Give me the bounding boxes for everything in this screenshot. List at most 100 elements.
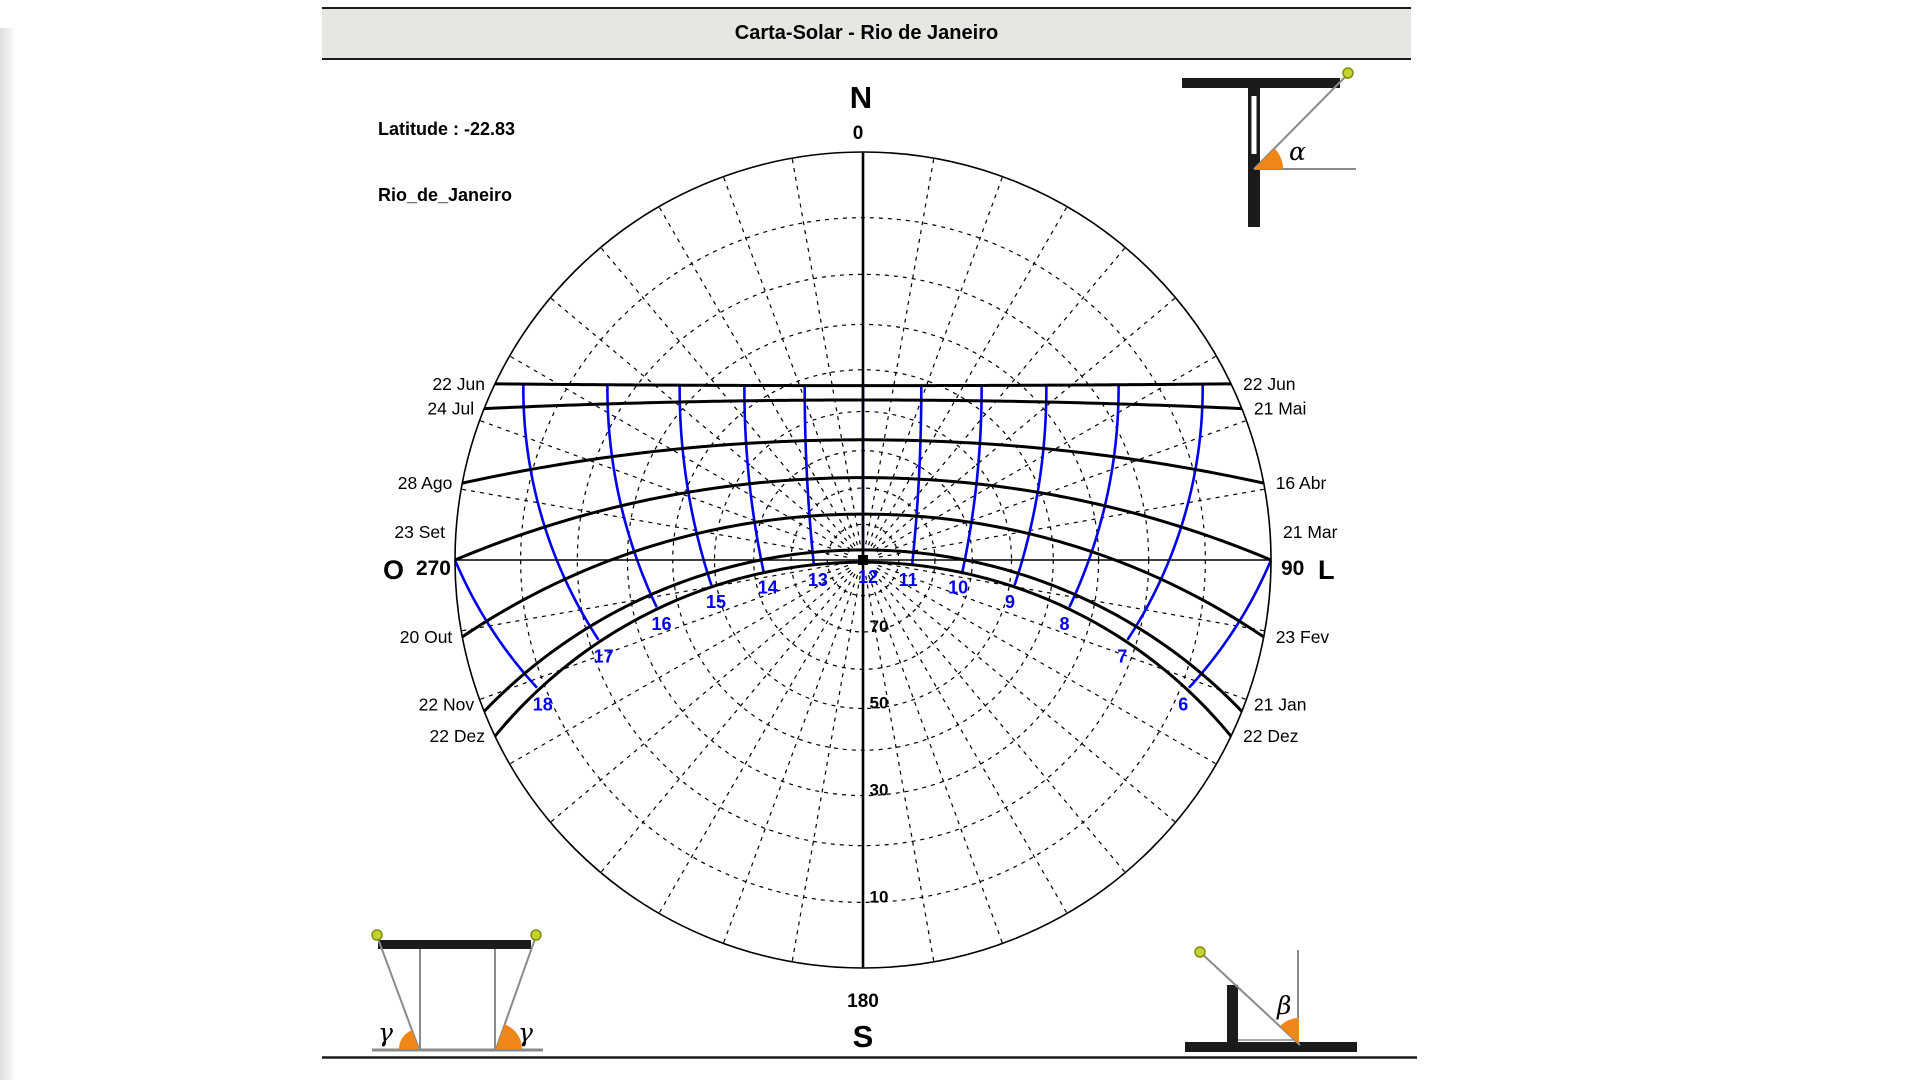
compass-west-label: O: [383, 555, 404, 585]
azimuth-line-240: [509, 567, 850, 765]
azimuth-line-340: [722, 176, 859, 546]
date-label-left: 22 Nov: [419, 694, 475, 714]
azimuth-line-150: [870, 573, 1068, 914]
azimuth-line-330: [658, 206, 856, 547]
altitude-label-70: 70: [870, 617, 889, 636]
hour-line-14: [743, 385, 765, 572]
hour-label-15: 15: [706, 592, 726, 612]
date-label-left: 23 Set: [394, 522, 445, 542]
azimuth-line-280: [461, 488, 848, 558]
alpha-wall-slit: [1251, 96, 1257, 154]
azimuth-label-north: 0: [853, 123, 864, 144]
gamma-left-angle-wedge: [399, 1030, 419, 1049]
beta-angle-wedge: [1279, 1018, 1299, 1044]
azimuth-line-60: [876, 355, 1217, 553]
alpha-sun-icon: [1342, 67, 1354, 79]
date-label-left: 28 Ago: [398, 473, 453, 493]
hour-line-11: [911, 385, 923, 564]
azimuth-line-140: [872, 571, 1126, 873]
hour-label-7: 7: [1117, 647, 1127, 667]
hour-label-13: 13: [808, 570, 828, 590]
azimuth-line-70: [877, 419, 1247, 556]
azimuth-line-260: [461, 562, 848, 632]
gamma-right-sun-ray: [495, 935, 537, 1050]
azimuth-line-350: [791, 158, 861, 545]
azimuth-line-10: [865, 158, 935, 545]
hour-label-6: 6: [1178, 695, 1188, 715]
altitude-label-10: 10: [870, 887, 889, 906]
alpha-wall-bar: [1248, 82, 1260, 227]
azimuth-label-west: 270: [416, 557, 451, 580]
gamma-right-sun-icon: [530, 929, 542, 941]
hour-line-10: [961, 385, 983, 572]
hour-label-18: 18: [533, 695, 553, 715]
date-label-right: 16 Abr: [1276, 473, 1327, 493]
azimuth-line-190: [791, 575, 861, 962]
azimuth-line-30: [870, 206, 1068, 547]
azimuth-line-100: [878, 562, 1265, 632]
azimuth-line-300: [509, 355, 850, 553]
azimuth-line-210: [658, 573, 856, 914]
altitude-label-50: 50: [870, 694, 889, 713]
azimuth-line-110: [877, 564, 1247, 701]
hour-label-11: 11: [899, 570, 918, 590]
gamma-left-sun-icon: [371, 929, 383, 941]
hour-line-9: [1013, 385, 1048, 586]
hour-label-8: 8: [1059, 614, 1069, 634]
azimuth-line-250: [479, 564, 849, 701]
hour-line-15: [678, 385, 713, 586]
alpha-symbol-label: α: [1289, 137, 1306, 166]
location-name: Rio_de_Janeiro: [378, 185, 513, 205]
azimuth-line-50: [874, 297, 1176, 551]
azimuth-line-310: [550, 297, 852, 551]
date-line-23Set: [454, 476, 1272, 562]
azimuth-line-200: [722, 574, 859, 944]
hour-label-17: 17: [594, 647, 614, 667]
azimuth-line-120: [876, 567, 1217, 765]
alpha-overhang-bar: [1182, 78, 1340, 88]
hour-label-9: 9: [1005, 592, 1015, 612]
date-label-right: 22 Dez: [1243, 726, 1298, 746]
date-line-22Nov: [483, 548, 1243, 713]
hour-line-18: [453, 559, 539, 689]
date-line-20Out: [461, 512, 1265, 639]
hour-line-6: [1187, 559, 1273, 689]
beta-fin-bar: [1227, 985, 1238, 1042]
compass-south-label: S: [853, 1019, 874, 1054]
azimuth-line-80: [878, 488, 1265, 558]
title-bar: Carta-Solar - Rio de Janeiro: [322, 7, 1411, 60]
azimuth-line-320: [600, 247, 854, 549]
hour-label-16: 16: [651, 614, 671, 634]
gamma-shade-bar: [378, 940, 531, 949]
beta-sun-icon: [1194, 946, 1206, 958]
azimuth-line-290: [479, 419, 849, 556]
date-line-22Jun: [494, 382, 1232, 388]
window-left-edge: [0, 28, 14, 1080]
horizon-circle: [454, 151, 1272, 969]
gamma-left-sun-ray: [376, 935, 420, 1050]
date-label-right: 21 Jan: [1254, 694, 1307, 714]
azimuth-line-160: [867, 574, 1004, 944]
date-label-right: 23 Fev: [1276, 627, 1330, 647]
gamma-left-symbol-label: γ: [378, 1018, 393, 1047]
location-info: Latitude : -22.83 Rio_de_Janeiro: [378, 74, 515, 228]
altitude-label-30: 30: [870, 781, 889, 800]
date-label-left: 22 Jun: [432, 374, 485, 394]
alpha-angle-wedge: [1254, 148, 1283, 169]
hour-line-8: [1068, 384, 1120, 608]
zenith-marker: [858, 555, 868, 565]
azimuth-line-130: [874, 569, 1176, 823]
hour-label-12: 12: [858, 567, 878, 587]
beta-ground-bar: [1185, 1042, 1357, 1052]
beta-symbol-label: β: [1276, 991, 1291, 1020]
date-label-right: 21 Mar: [1283, 522, 1338, 542]
beta-sun-ray: [1199, 951, 1301, 1046]
hour-line-13: [803, 385, 815, 564]
page-title: Carta-Solar - Rio de Janeiro: [734, 22, 999, 44]
gamma-right-symbol-label: γ: [518, 1018, 533, 1047]
date-label-left: 22 Dez: [430, 726, 485, 746]
azimuth-line-20: [867, 176, 1004, 546]
azimuth-label-east: 90: [1281, 557, 1304, 580]
date-label-left: 20 Out: [400, 627, 453, 647]
